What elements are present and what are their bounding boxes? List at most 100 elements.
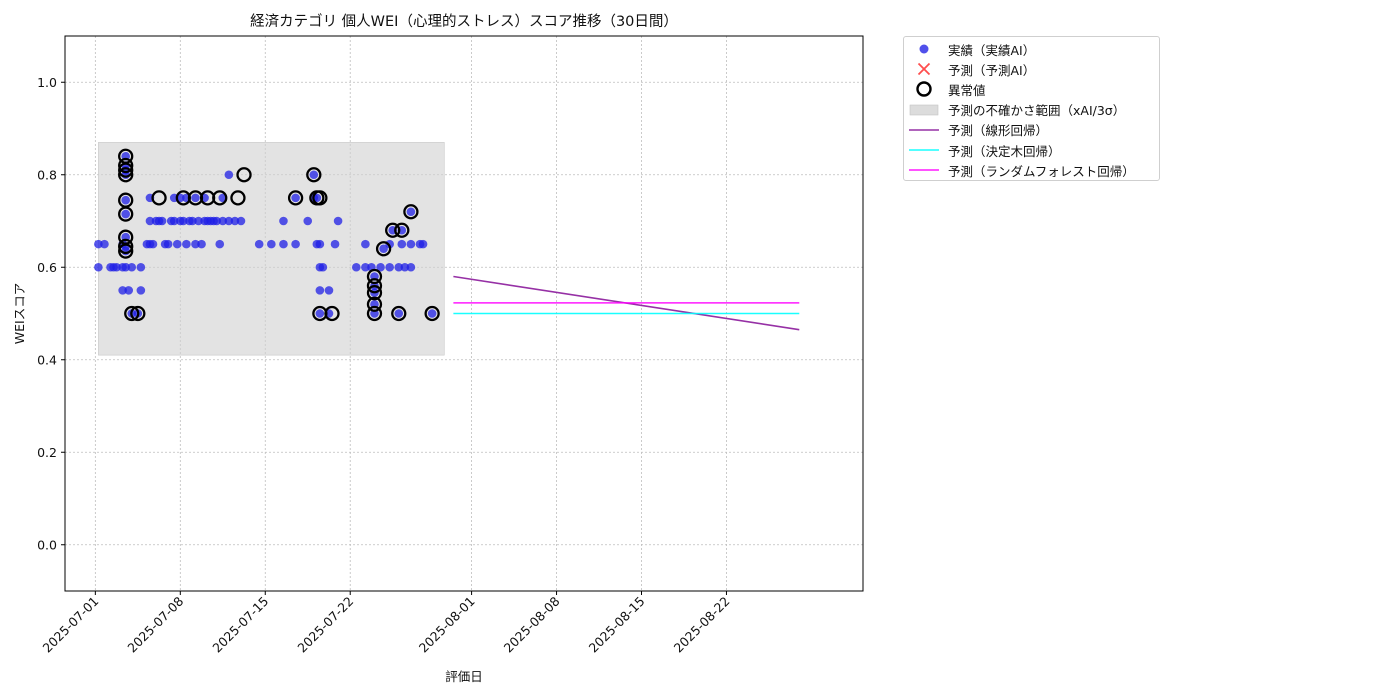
actual-point (112, 262, 121, 272)
actual-point (124, 286, 134, 295)
actual-point (94, 239, 103, 249)
anomaly-marker (236, 167, 252, 183)
chart-title: 経済カテゴリ 個人WEI（心理的ストレス）スコア推移（30日間） (250, 12, 678, 30)
actual-point (136, 262, 146, 272)
anomaly-layer (118, 148, 440, 322)
actual-point (397, 239, 407, 249)
actual-point (406, 207, 416, 217)
actual-point (315, 309, 325, 318)
band-layer (98, 142, 445, 356)
legend-line-tree (906, 140, 942, 160)
uncertainty-band (98, 142, 445, 356)
actual-point (379, 244, 388, 254)
anomaly-marker (118, 157, 134, 174)
actual-point (361, 239, 370, 249)
legend-swatch-band (906, 100, 942, 120)
point-layer (94, 151, 437, 318)
actual-point (121, 209, 130, 219)
y-tick-label: 0.2 (37, 445, 57, 460)
actual-point (315, 239, 325, 249)
actual-point (121, 262, 130, 272)
legend-marker-predicted (906, 59, 942, 79)
actual-point (418, 239, 428, 249)
legend-label-band: 予測の不確かさ範囲（xAI/3σ） (948, 103, 1126, 119)
actual-point (230, 216, 240, 226)
y-tick-label: 0.0 (37, 537, 57, 552)
actual-point (236, 216, 246, 226)
actual-point (127, 262, 137, 272)
actual-point (291, 239, 300, 249)
actual-point (157, 216, 167, 226)
actual-point (182, 239, 191, 249)
actual-point (394, 262, 404, 272)
legend-label-forest: 予測（ランダムフォレスト回帰） (948, 163, 1135, 179)
x-axis-label: 評価日 (445, 669, 483, 684)
actual-point (267, 239, 276, 249)
x-tick-label: 2025-08-22 (671, 594, 733, 656)
legend-item-forest: 予測（ランダムフォレスト回帰） (904, 160, 1159, 180)
legend-label-actual: 実績（実績AI） (948, 42, 1036, 58)
y-tick-label: 0.4 (37, 352, 57, 367)
anomaly-marker (391, 305, 407, 322)
x-tick-label: 2025-08-15 (586, 594, 648, 656)
anomaly-marker (230, 190, 246, 206)
y-axis-label: WEIスコア (12, 283, 27, 344)
actual-point (179, 216, 188, 226)
actual-point (191, 239, 200, 249)
x-tick-label: 2025-08-01 (416, 594, 478, 656)
legend-line-forest (906, 160, 942, 180)
legend-marker-actual (906, 39, 942, 59)
actual-point (291, 193, 300, 203)
anomaly-marker (118, 243, 134, 259)
actual-point (94, 262, 103, 272)
legend-item-anomaly: 異常値 (904, 79, 1159, 99)
actual-point (376, 262, 385, 272)
anomaly-marker (118, 167, 134, 183)
actual-point (212, 216, 222, 226)
actual-point (315, 286, 325, 295)
legend-label-anomaly: 異常値 (948, 82, 986, 98)
actual-point (136, 286, 146, 295)
actual-point (224, 216, 234, 226)
legend-label-predicted: 予測（予測AI） (948, 62, 1036, 78)
anomaly-marker (375, 241, 392, 257)
actual-point (191, 193, 200, 203)
actual-point (163, 239, 173, 249)
anomaly-marker (394, 222, 410, 238)
actual-point (145, 216, 155, 226)
x-tick-label: 2025-07-01 (39, 594, 101, 656)
anomaly-marker (366, 296, 383, 312)
anomaly-marker (306, 167, 322, 183)
anomaly-marker (366, 278, 383, 294)
actual-point (303, 216, 313, 226)
actual-point (385, 262, 394, 272)
x-tick-label: 2025-07-22 (294, 594, 356, 656)
anomaly-marker (130, 305, 146, 322)
anomaly-marker (366, 305, 383, 322)
actual-point (318, 262, 328, 272)
actual-point (215, 239, 225, 249)
actual-point (197, 239, 206, 249)
actual-point (427, 309, 437, 318)
actual-point (406, 239, 416, 249)
legend-label-linear: 予測（線形回帰） (948, 123, 1049, 139)
actual-point (333, 216, 343, 226)
actual-point (351, 262, 361, 272)
anomaly-marker (366, 268, 383, 285)
actual-point (394, 309, 404, 318)
chart-legend: 実績（実績AI） 予測（予測AI） 異常値 予測の不確かさ範囲（xAI/3σ） … (903, 36, 1160, 181)
anomaly-marker (312, 190, 328, 206)
actual-point (218, 216, 228, 226)
anomaly-marker (151, 190, 167, 206)
actual-point (309, 170, 319, 180)
actual-point (279, 216, 288, 226)
x-tick-label: 2025-07-15 (209, 594, 271, 656)
x-tick-label: 2025-07-08 (124, 593, 186, 655)
actual-point (188, 216, 197, 226)
actual-point (406, 262, 416, 272)
legend-item-tree: 予測（決定木回帰） (904, 140, 1159, 160)
actual-point (100, 239, 109, 249)
actual-point (224, 170, 234, 180)
legend-item-predicted: 予測（予測AI） (904, 59, 1159, 79)
anomaly-marker (212, 190, 228, 206)
